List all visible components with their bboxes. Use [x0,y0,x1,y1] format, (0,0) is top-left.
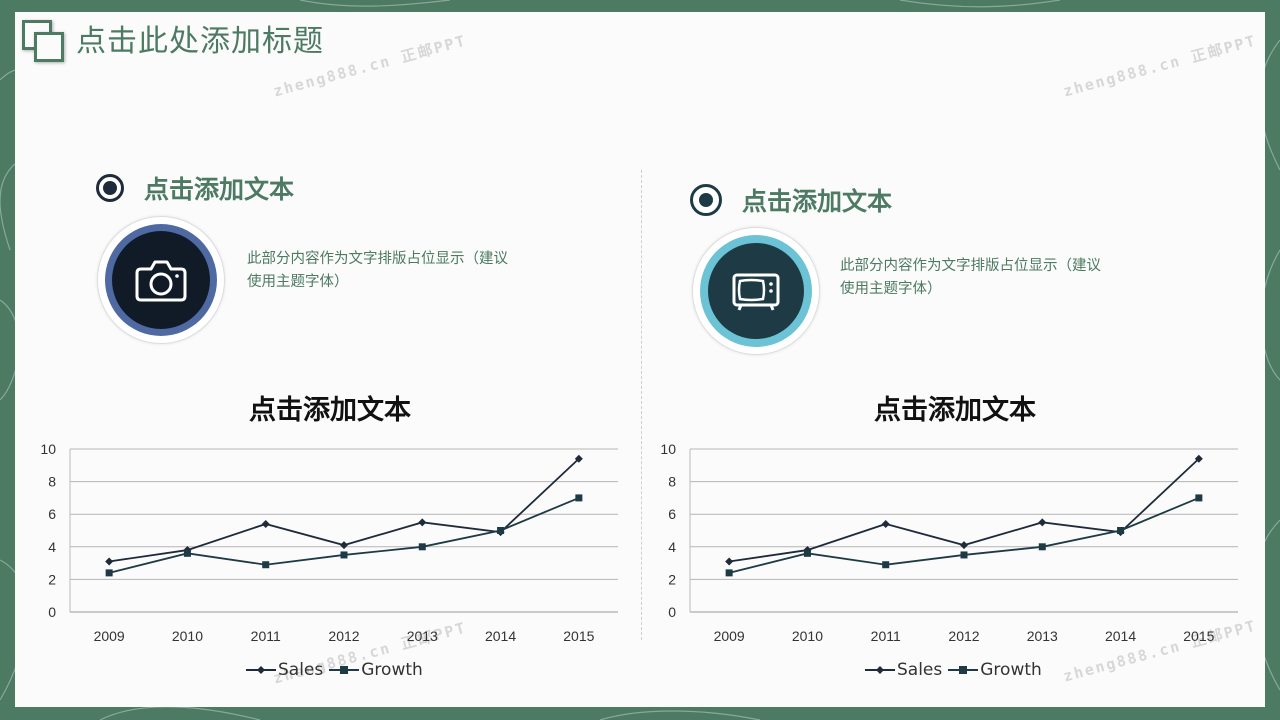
camera-icon [135,260,187,302]
y-tick-label: 4 [668,539,676,555]
column-divider [641,170,642,640]
data-point-growth [1038,543,1046,551]
data-point-sales [261,519,270,528]
content-panel [15,12,1265,707]
data-point-sales [960,541,968,550]
data-point-growth [1117,527,1125,534]
x-tick-label: 2011 [871,628,901,644]
data-point-growth [183,549,191,557]
data-point-growth [1195,494,1203,502]
right-heading-text: 点击添加文本 [742,187,893,216]
y-tick-label: 6 [668,506,676,522]
tv-badge [692,227,820,355]
title-squares-icon [20,18,64,62]
y-tick-label: 0 [668,604,676,620]
legend-label: Sales [278,660,324,680]
legend-label: Sales [897,660,943,680]
data-point-growth [105,569,113,577]
data-point-growth [725,569,733,577]
x-tick-label: 2010 [172,628,203,644]
y-tick-label: 10 [660,441,676,457]
page-title[interactable]: 点击此处添加标题 [76,24,324,59]
y-tick-label: 2 [48,571,56,587]
data-point-growth [418,543,426,551]
y-tick-label: 2 [668,571,676,587]
data-point-sales [1038,518,1047,527]
series-line-growth [728,497,1200,574]
data-point-growth [575,494,583,502]
data-point-sales [574,454,583,463]
data-point-growth [803,549,811,557]
left-section-heading[interactable]: 点击添加文本 [96,170,294,206]
desc-line: 此部分内容作为文字排版占位显示（建议 [247,251,508,267]
x-tick-label: 2012 [948,628,979,644]
left-description[interactable]: 此部分内容作为文字排版占位显示（建议 使用主题字体） [247,248,537,294]
data-point-growth [497,527,505,534]
y-tick-label: 8 [48,474,56,490]
right-line-chart: 0 2 4 6 8 10 2009 2010 2011 2012 2013 2014 2015 [660,441,1238,644]
data-point-sales [105,557,114,566]
data-point-growth [262,561,270,569]
x-tick-label: 2013 [1027,628,1058,644]
data-point-sales [340,541,348,550]
series-line-growth [108,497,580,574]
left-heading-text: 点击添加文本 [144,175,295,204]
x-tick-label: 2015 [563,628,594,644]
x-tick-label: 2014 [1105,628,1136,644]
left-chart-legend: Sales Growth [246,660,429,680]
y-tick-label: 8 [668,474,676,490]
legend-item-growth: Growth [948,660,1042,680]
tv-icon [732,273,780,311]
legend-label: Growth [361,660,423,680]
y-tick-label: 0 [48,604,56,620]
y-tick-label: 6 [48,506,56,522]
data-point-sales [418,518,427,527]
x-tick-label: 2014 [485,628,516,644]
right-chart-title[interactable]: 点击添加文本 [874,395,1036,426]
data-point-sales [1194,454,1203,463]
legend-item-sales: Sales [246,660,323,680]
x-tick-label: 2009 [94,628,125,644]
data-point-growth [340,551,348,559]
x-tick-label: 2012 [328,628,359,644]
x-tick-label: 2013 [407,628,438,644]
right-section-heading[interactable]: 点击添加文本 [690,182,892,218]
legend-item-growth: Growth [329,660,423,680]
radio-bullet-icon [96,174,124,202]
desc-line: 使用主题字体） [247,274,349,290]
y-tick-label: 10 [40,441,56,457]
right-chart-legend: Sales Growth [865,660,1048,680]
data-point-sales [881,519,890,528]
x-tick-label: 2011 [251,628,281,644]
radio-bullet-icon [690,184,722,216]
y-tick-label: 4 [48,539,56,555]
left-chart-title[interactable]: 点击添加文本 [249,395,411,426]
x-tick-label: 2015 [1183,628,1214,644]
legend-item-sales: Sales [865,660,942,680]
x-tick-label: 2009 [714,628,745,644]
data-point-sales [725,557,734,566]
desc-line: 使用主题字体） [840,281,942,297]
camera-badge [97,216,225,344]
legend-label: Growth [980,660,1042,680]
desc-line: 此部分内容作为文字排版占位显示（建议 [840,258,1101,274]
right-description[interactable]: 此部分内容作为文字排版占位显示（建议 使用主题字体） [840,255,1130,301]
data-point-growth [882,561,890,569]
data-point-growth [960,551,968,559]
left-line-chart: 0 2 4 6 8 10 2009 2010 2011 2012 2013 2014 2015 [40,441,618,644]
x-tick-label: 2010 [792,628,823,644]
